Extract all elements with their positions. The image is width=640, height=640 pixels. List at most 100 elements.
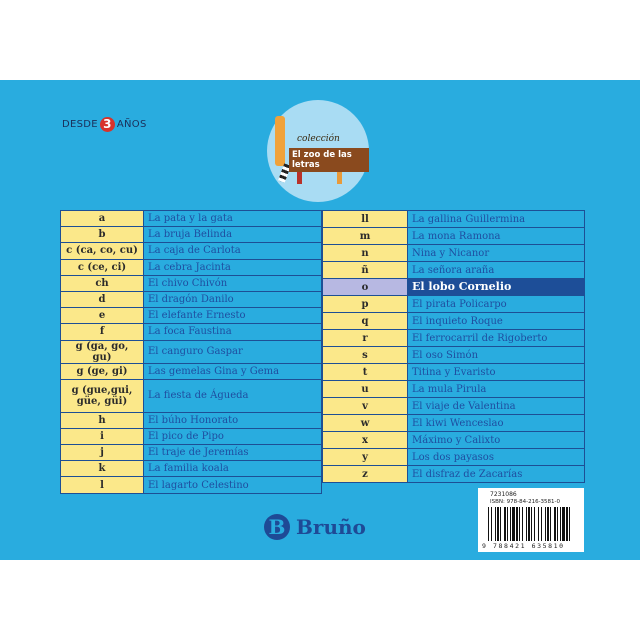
barcode-bar: [547, 507, 549, 541]
book-title-cell: El elefante Ernesto: [143, 307, 322, 325]
barcode-bar: [510, 507, 511, 541]
book-title-cell: Nina y Nicanor: [407, 244, 585, 262]
book-title-cell: La fiesta de Águeda: [143, 378, 322, 413]
letter-cell: ll: [322, 210, 408, 228]
barcode-bar: [550, 507, 551, 541]
table-row: c (ca, co, cu) La caja de Carlota: [60, 242, 322, 260]
letter-cell: l: [60, 476, 144, 494]
letter-cell: ch: [60, 274, 144, 292]
table-row: d El dragón Danilo: [60, 290, 322, 309]
table-row: b La bruja Belinda: [60, 226, 322, 244]
collection-logo: colección El zoo de las letras: [267, 100, 369, 202]
barcode-bar: [534, 507, 535, 541]
age-number: 3: [99, 117, 115, 132]
book-title-cell: Máximo y Calixto: [407, 431, 585, 449]
barcode-bar: [538, 507, 539, 541]
table-row: v El viaje de Valentina: [322, 397, 585, 415]
barcode-bar: [507, 507, 508, 541]
table-row: ll La gallina Guillermina: [322, 210, 585, 228]
book-title-cell: La foca Faustina: [143, 323, 322, 341]
letter-cell: n: [322, 244, 408, 262]
letter-cell: c (ce, ci): [60, 258, 144, 276]
book-title-cell: El dragón Danilo: [143, 290, 322, 309]
letter-cell: f: [60, 323, 144, 341]
letter-cell: x: [322, 431, 408, 449]
barcode-bar: [562, 507, 565, 541]
table-row: o El lobo Cornelio: [322, 278, 585, 296]
barcode-bar: [522, 507, 523, 541]
letter-cell: b: [60, 226, 144, 244]
barcode-bar: [541, 507, 542, 541]
table-row: q El inquieto Roque: [322, 312, 585, 330]
table-row: h El búho Honorato: [60, 411, 322, 429]
book-title-cell: La cebra Jacinta: [143, 258, 322, 276]
table-row: g (ge, gi) Las gemelas Gina y Gema: [60, 362, 322, 380]
letters-table-right: ll La gallina Guillermina m La mona Ramona n…: [322, 210, 585, 483]
barcode-bar: [495, 507, 496, 541]
table-row: i El pico de Pipo: [60, 427, 322, 446]
letter-cell: k: [60, 460, 144, 478]
book-title-cell: Titina y Evaristo: [407, 363, 585, 381]
book-title-cell: El pirata Policarpo: [407, 295, 585, 313]
table-row: n Nina y Nicanor: [322, 244, 585, 262]
book-title-cell: El lobo Cornelio: [407, 278, 585, 296]
barcode-digits: 9 788421 635810: [482, 542, 565, 550]
barcode-bar: [512, 507, 515, 541]
book-title-cell: Los dos payasos: [407, 448, 585, 466]
age-badge: DESDE 3 AÑOS: [62, 117, 147, 132]
giraffe-icon: [275, 116, 285, 166]
book-title-cell: Las gemelas Gina y Gema: [143, 362, 322, 380]
table-row: u La mula Pirula: [322, 380, 585, 398]
table-row: r El ferrocarril de Rigoberto: [322, 329, 585, 347]
letters-table-left: a La pata y la gata b La bruja Belinda c (ca…: [60, 209, 322, 494]
book-title-cell: La bruja Belinda: [143, 226, 322, 244]
age-prefix: DESDE: [62, 119, 98, 130]
book-title-cell: El pico de Pipo: [143, 427, 322, 446]
book-title-cell: El lagarto Celestino: [143, 476, 322, 494]
barcode-bar: [545, 507, 546, 541]
book-title-cell: La mona Ramona: [407, 227, 585, 245]
letter-cell: e: [60, 307, 144, 325]
book-title-cell: El ferrocarril de Rigoberto: [407, 329, 585, 347]
table-row: a La pata y la gata: [60, 209, 322, 228]
barcode-bar: [504, 507, 506, 541]
barcode-bar: [557, 507, 558, 541]
table-row: l El lagarto Celestino: [60, 476, 322, 494]
table-row: ch El chivo Chivón: [60, 274, 322, 292]
book-title-cell: El inquieto Roque: [407, 312, 585, 330]
age-suffix: AÑOS: [116, 119, 147, 130]
letter-cell: m: [322, 227, 408, 245]
book-title-cell: El oso Simón: [407, 346, 585, 364]
table-row: c (ce, ci) La cebra Jacinta: [60, 258, 322, 276]
book-title-cell: La gallina Guillermina: [407, 210, 585, 228]
book-title-cell: La caja de Carlota: [143, 242, 322, 260]
table-row: z El disfraz de Zacarías: [322, 465, 585, 483]
letter-cell: z: [322, 465, 408, 483]
letter-cell: u: [322, 380, 408, 398]
barcode-bar: [526, 507, 527, 541]
barcode-bar: [528, 507, 530, 541]
barcode-bar: [569, 507, 570, 541]
barcode-bar: [531, 507, 532, 541]
book-title-cell: El kiwi Wenceslao: [407, 414, 585, 432]
publisher-b-icon: B: [264, 514, 290, 540]
collection-label: colección: [297, 134, 340, 144]
table-row: g (gue,gui, güe, güi) La fiesta de Águeda: [60, 378, 322, 413]
table-row: g (ga, go, gu) El canguro Gaspar: [60, 339, 322, 364]
letter-cell: g (gue,gui, güe, güi): [60, 378, 144, 413]
letter-cell: o: [322, 278, 408, 296]
book-title-cell: El búho Honorato: [143, 411, 322, 429]
barcode-bar: [497, 507, 499, 541]
letter-cell: d: [60, 290, 144, 309]
barcode-bar: [491, 507, 492, 541]
book-title-cell: La familia koala: [143, 460, 322, 478]
isbn: ISBN: 978-84-216-3581-0: [490, 499, 561, 505]
book-title-cell: El canguro Gaspar: [143, 339, 322, 364]
table-row: m La mona Ramona: [322, 227, 585, 245]
book-title-cell: El disfraz de Zacarías: [407, 465, 585, 483]
letter-cell: i: [60, 427, 144, 446]
barcode-bar: [516, 507, 518, 541]
book-title-cell: El chivo Chivón: [143, 274, 322, 292]
table-row: y Los dos payasos: [322, 448, 585, 466]
table-row: t Titina y Evaristo: [322, 363, 585, 381]
